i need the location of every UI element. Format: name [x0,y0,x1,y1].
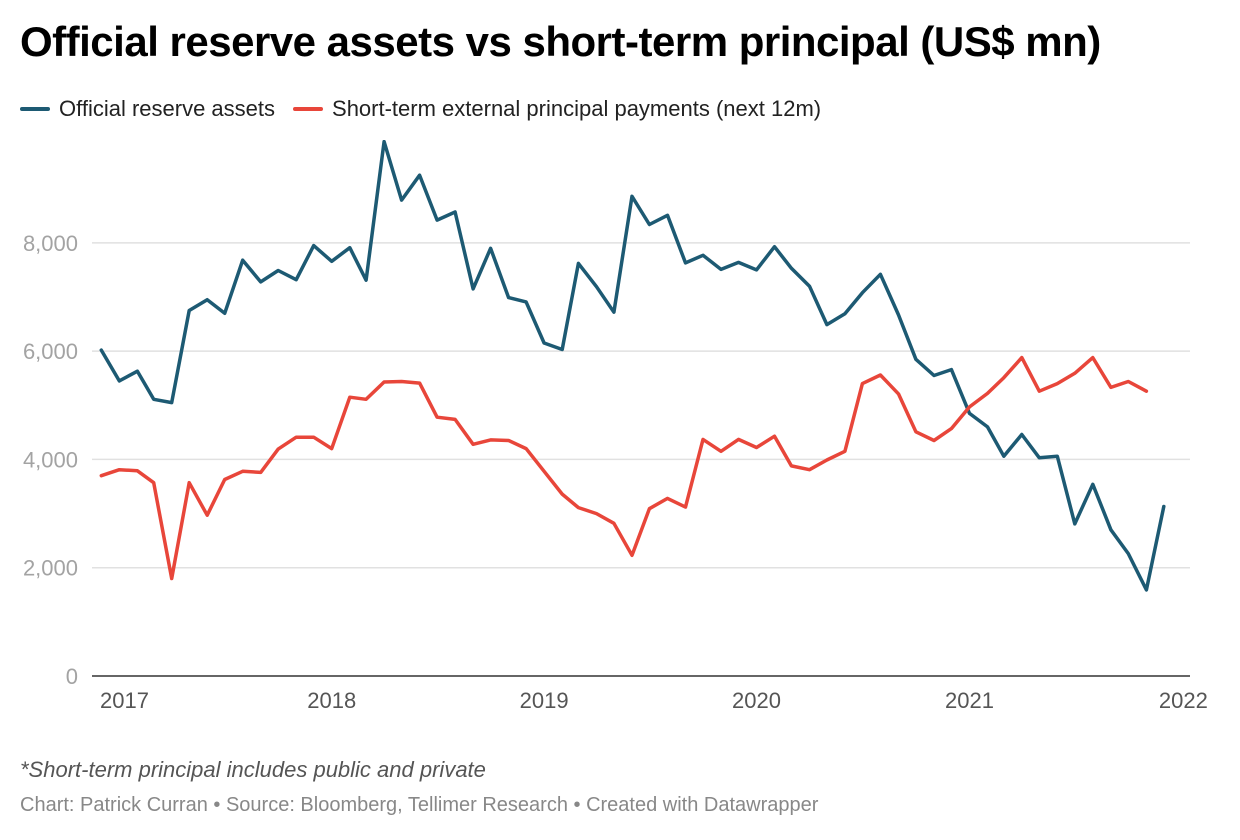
x-tick-label: 2022 [1159,688,1208,713]
footnote: *Short-term principal includes public an… [20,757,486,782]
y-tick-label: 4,000 [23,447,78,472]
legend-item-principal: Short-term external principal payments (… [293,96,821,122]
x-tick-label: 2017 [100,688,149,713]
legend-item-reserves: Official reserve assets [20,96,275,122]
legend-label-principal: Short-term external principal payments (… [332,96,822,121]
credits: Chart: Patrick Curran • Source: Bloomber… [20,794,819,816]
series-line-principal [99,355,1149,581]
grid-layer [92,242,1190,569]
y-tick-label: 0 [66,664,78,689]
y-tick-label: 8,000 [23,231,78,256]
y-tick-label: 2,000 [23,556,78,581]
axis-layer: 0 2,000 4,000 6,000 8,000 2017 2018 2019 2020 202… [23,231,1208,713]
series-line-reserves [99,140,1166,592]
y-tick-label: 6,000 [23,339,78,364]
chart-title: Official reserve assets vs short-term pr… [20,18,1101,65]
legend-swatch-reserves [20,107,50,111]
legend-swatch-principal [293,107,324,111]
legend-label-reserves: Official reserve assets [59,96,276,121]
series-layer [99,140,1166,592]
line-chart: 0 2,000 4,000 6,000 8,000 2017 2018 2019 2020 202… [23,140,1208,713]
x-tick-label: 2021 [945,688,994,713]
x-tick-label: 2019 [520,688,569,713]
x-tick-label: 2020 [732,688,781,713]
x-tick-label: 2018 [307,688,356,713]
legend: Official reserve assets Short-term exter… [20,96,839,122]
